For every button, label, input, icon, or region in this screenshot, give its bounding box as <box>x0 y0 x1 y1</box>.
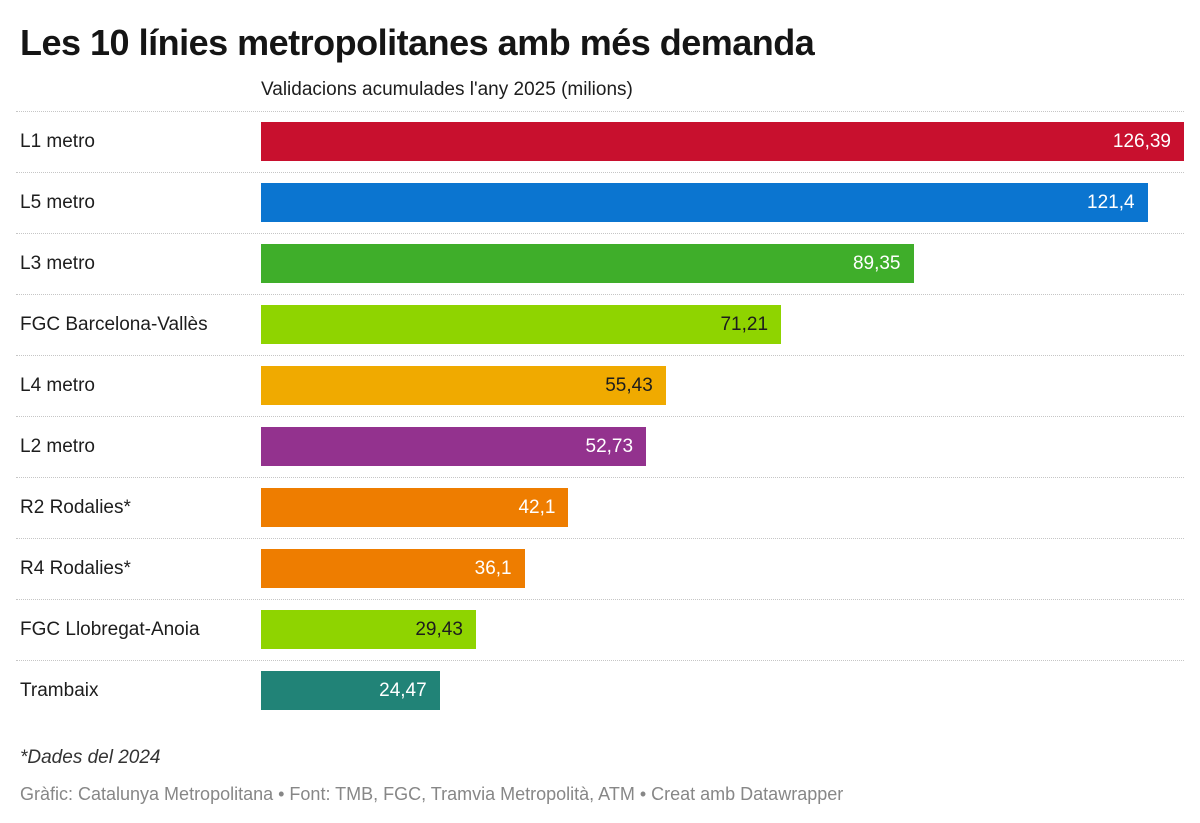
chart-title: Les 10 línies metropolitanes amb més dem… <box>20 22 815 63</box>
bar: 126,39 <box>261 122 1184 162</box>
bar-track: 121,4 <box>261 173 1184 233</box>
table-row: R4 Rodalies* 36,1 <box>16 538 1184 599</box>
category-label: L5 metro <box>20 192 95 214</box>
category-label: Trambaix <box>20 680 99 702</box>
category-label: FGC Llobregat-Anoia <box>20 619 200 641</box>
bar-track: 29,43 <box>261 600 1184 660</box>
bar: 52,73 <box>261 427 647 467</box>
bar: 42,1 <box>261 488 569 528</box>
table-row: R2 Rodalies* 42,1 <box>16 477 1184 538</box>
bar-chart-rows: L1 metro 126,39 L5 metro 121,4 L3 metro 89,35… <box>16 111 1184 721</box>
bar-value-label: 121,4 <box>1087 191 1135 213</box>
bar: 24,47 <box>261 671 440 711</box>
bar-value-label: 52,73 <box>585 435 634 457</box>
bar-track: 71,21 <box>261 295 1184 355</box>
bar-value-label: 42,1 <box>518 496 556 518</box>
table-row: Trambaix 24,47 <box>16 660 1184 721</box>
bar: 71,21 <box>261 305 782 345</box>
bar-value-label: 126,39 <box>1112 130 1171 152</box>
bar-track: 36,1 <box>261 539 1184 599</box>
table-row: L2 metro 52,73 <box>16 416 1184 477</box>
bar-track: 24,47 <box>261 661 1184 721</box>
bar-track: 126,39 <box>261 112 1184 172</box>
bar-value-label: 71,21 <box>720 313 769 335</box>
bar-value-label: 89,35 <box>852 252 901 274</box>
category-label: R4 Rodalies* <box>20 558 131 580</box>
bar-value-label: 29,43 <box>415 618 463 640</box>
bar-track: 42,1 <box>261 478 1184 538</box>
table-row: L3 metro 89,35 <box>16 233 1184 294</box>
bar: 121,4 <box>261 183 1148 223</box>
category-label: FGC Barcelona-Vallès <box>20 314 208 336</box>
bar: 36,1 <box>261 549 525 589</box>
table-row: L5 metro 121,4 <box>16 172 1184 233</box>
table-row: FGC Barcelona-Vallès 71,21 <box>16 294 1184 355</box>
category-label: L4 metro <box>20 375 95 397</box>
bar: 55,43 <box>261 366 666 406</box>
bar: 29,43 <box>261 610 476 650</box>
byline: Gràfic: Catalunya Metropolitana • Font: … <box>20 784 844 805</box>
bar-value-label: 24,47 <box>379 679 427 701</box>
bar-value-label: 55,43 <box>605 374 653 396</box>
category-label: L3 metro <box>20 253 95 275</box>
category-label: L2 metro <box>20 436 95 458</box>
bar-track: 55,43 <box>261 356 1184 416</box>
table-row: FGC Llobregat-Anoia 29,43 <box>16 599 1184 660</box>
chart-subtitle: Validacions acumulades l'any 2025 (milio… <box>261 79 633 101</box>
category-label: R2 Rodalies* <box>20 497 131 519</box>
bar: 89,35 <box>261 244 914 284</box>
table-row: L1 metro 126,39 <box>16 111 1184 172</box>
footnote: *Dades del 2024 <box>20 747 161 769</box>
bar-track: 89,35 <box>261 234 1184 294</box>
bar-value-label: 36,1 <box>474 557 512 579</box>
category-label: L1 metro <box>20 131 95 153</box>
bar-track: 52,73 <box>261 417 1184 477</box>
table-row: L4 metro 55,43 <box>16 355 1184 416</box>
